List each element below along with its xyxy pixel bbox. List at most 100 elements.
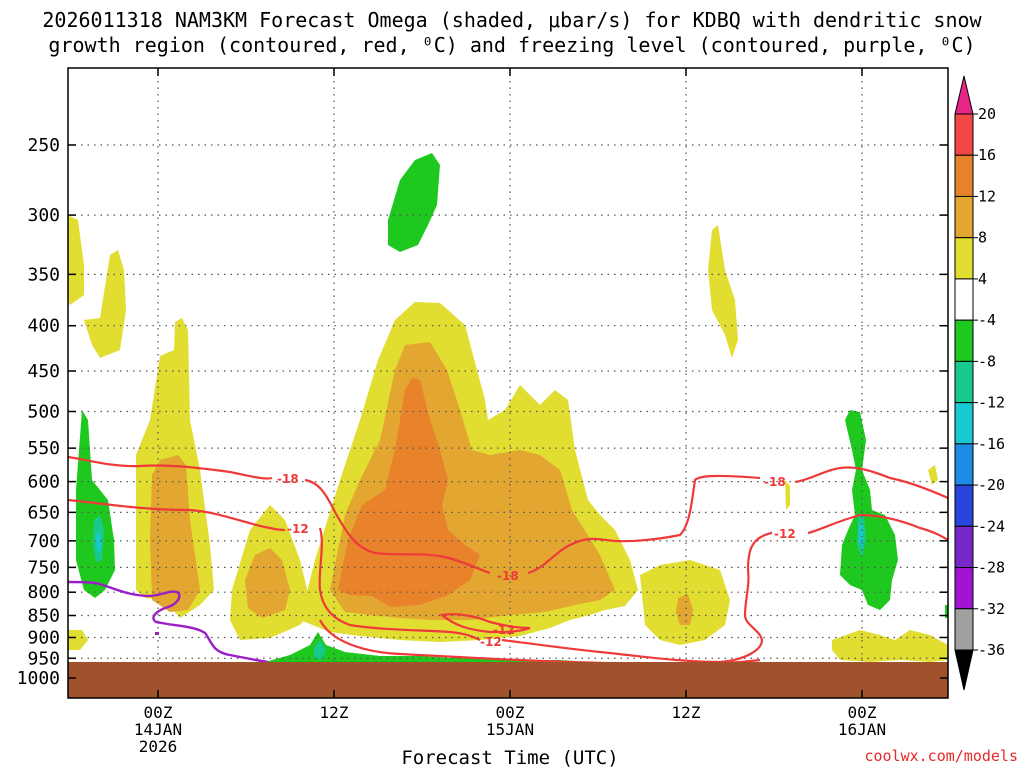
omega-region bbox=[96, 532, 101, 552]
colorbar-segment bbox=[954, 443, 974, 486]
colorbar-label: -20 bbox=[978, 476, 1005, 494]
colorbar-label: -8 bbox=[978, 352, 996, 370]
colorbar-label: 20 bbox=[978, 105, 996, 123]
x-tick-label: 12Z bbox=[672, 703, 701, 722]
x-tick-label: 00Z bbox=[496, 703, 525, 722]
x-tick-label: 15JAN bbox=[486, 720, 534, 739]
y-tick-label: 1000 bbox=[17, 668, 60, 689]
x-tick-label: 14JAN bbox=[134, 720, 182, 739]
omega-region bbox=[314, 640, 326, 660]
contour-label: -12 bbox=[480, 635, 502, 649]
y-tick-label: 450 bbox=[27, 361, 60, 382]
y-tick-label: 900 bbox=[27, 627, 60, 648]
y-tick-label: 300 bbox=[27, 205, 60, 226]
y-tick-label: 250 bbox=[27, 135, 60, 156]
colorbar-segment bbox=[954, 360, 974, 404]
contour-label: -18 bbox=[497, 569, 519, 583]
contour-label: -18 bbox=[277, 472, 299, 486]
contour-label: -12 bbox=[774, 527, 796, 541]
omega-region bbox=[265, 632, 610, 668]
omega-region bbox=[676, 594, 693, 625]
omega-region bbox=[928, 465, 938, 485]
colorbar-segment bbox=[954, 154, 974, 197]
colorbar-label: 12 bbox=[978, 187, 996, 205]
omega-region bbox=[338, 378, 480, 607]
chart-title-line-2: growth region (contoured, red, ⁰C) and f… bbox=[48, 33, 975, 57]
x-tick-label: 00Z bbox=[144, 703, 173, 722]
colorbar-segment bbox=[954, 525, 974, 569]
y-axis: 2503003504004505005506006507007508008509… bbox=[17, 135, 948, 689]
omega-dot bbox=[155, 632, 159, 635]
y-tick-label: 600 bbox=[27, 472, 60, 493]
plot-area bbox=[68, 68, 948, 698]
colorbar-label: 8 bbox=[978, 229, 987, 247]
colorbar-segment bbox=[954, 113, 974, 156]
omega-region bbox=[245, 548, 290, 618]
y-tick-label: 800 bbox=[27, 582, 60, 603]
omega-region bbox=[84, 250, 126, 358]
freezing-level-contour bbox=[68, 580, 269, 664]
y-tick-label: 950 bbox=[27, 648, 60, 669]
colorbar-label: 16 bbox=[978, 146, 996, 164]
x-tick-label: 2026 bbox=[139, 737, 178, 756]
colorbar-segment bbox=[954, 484, 974, 527]
colorbar-label: -28 bbox=[978, 559, 1005, 577]
omega-region bbox=[388, 153, 440, 252]
y-tick-label: 500 bbox=[27, 402, 60, 423]
omega-shade-12 bbox=[338, 378, 480, 607]
omega-region bbox=[68, 215, 84, 305]
y-tick-label: 700 bbox=[27, 531, 60, 552]
colorbar-segment bbox=[954, 608, 974, 651]
colorbar-label: 4 bbox=[978, 270, 987, 288]
colorbar-label: -24 bbox=[978, 517, 1005, 535]
dendritic-contours bbox=[68, 455, 948, 666]
y-tick-label: 400 bbox=[27, 316, 60, 337]
omega-region bbox=[150, 455, 200, 612]
colorbar-label: -4 bbox=[978, 311, 996, 329]
omega-shade-minus36-dots bbox=[155, 632, 159, 635]
colorbar-segment bbox=[954, 195, 974, 239]
colorbar-segment bbox=[954, 567, 974, 610]
credit-text: coolwx.com/models bbox=[864, 747, 1018, 765]
colorbar-segment bbox=[954, 402, 974, 445]
contour-label: -12 bbox=[287, 522, 309, 536]
omega-region bbox=[785, 480, 790, 510]
omega-region bbox=[68, 630, 88, 650]
contour-minus18 bbox=[68, 455, 948, 575]
contour-label: -12 bbox=[493, 623, 515, 637]
contour-labels: -18 -12 -18 -12 -12 -18 -12 bbox=[277, 472, 796, 649]
colorbar-segment bbox=[954, 237, 974, 280]
x-tick-label: 16JAN bbox=[838, 720, 886, 739]
omega-region bbox=[859, 525, 863, 545]
colorbar-label: -12 bbox=[978, 394, 1005, 412]
contour-label: -18 bbox=[764, 475, 786, 489]
y-tick-label: 550 bbox=[27, 438, 60, 459]
contour-zero bbox=[68, 580, 269, 664]
x-axis-title: Forecast Time (UTC) bbox=[401, 747, 618, 768]
colorbar: 20 16 12 8 4 -4 -8 -12 -16 -20 -24 -28 -32 -36 bbox=[954, 75, 1005, 691]
y-tick-label: 350 bbox=[27, 264, 60, 285]
x-tick-label: 12Z bbox=[320, 703, 349, 722]
contour-minus12-loop bbox=[439, 613, 531, 634]
colorbar-arrow-bottom bbox=[954, 649, 974, 691]
colorbar-arrow-top bbox=[954, 75, 974, 115]
terrain-fill bbox=[68, 662, 948, 698]
y-tick-label: 650 bbox=[27, 502, 60, 523]
omega-region bbox=[840, 410, 898, 610]
chart-title-line-1: 2026011318 NAM3KM Forecast Omega (shaded… bbox=[42, 8, 982, 32]
y-tick-label: 750 bbox=[27, 557, 60, 578]
colorbar-label: -16 bbox=[978, 435, 1005, 453]
omega-region bbox=[832, 630, 948, 662]
plot-border bbox=[67, 67, 949, 699]
colorbar-segment bbox=[954, 319, 974, 362]
y-tick-label: 850 bbox=[27, 606, 60, 627]
colorbar-label: -36 bbox=[978, 641, 1005, 659]
colorbar-label: -32 bbox=[978, 600, 1005, 618]
colorbar-segment bbox=[954, 278, 974, 321]
contour-minus12 bbox=[68, 498, 948, 664]
grid-lines bbox=[68, 68, 948, 698]
x-tick-label: 00Z bbox=[848, 703, 877, 722]
omega-region bbox=[708, 225, 738, 358]
